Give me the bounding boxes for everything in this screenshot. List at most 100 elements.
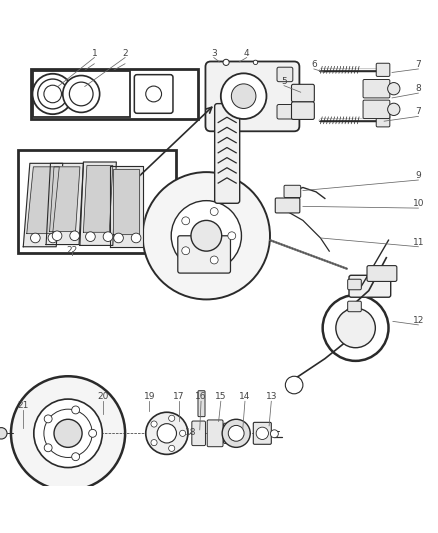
- Circle shape: [0, 427, 7, 439]
- Circle shape: [222, 419, 250, 447]
- Text: 19: 19: [143, 392, 155, 401]
- Text: 13: 13: [265, 392, 276, 401]
- Circle shape: [168, 445, 174, 451]
- Polygon shape: [113, 169, 139, 233]
- Circle shape: [151, 421, 157, 427]
- Circle shape: [387, 83, 399, 95]
- Circle shape: [44, 85, 61, 103]
- Circle shape: [145, 86, 161, 102]
- FancyBboxPatch shape: [205, 61, 299, 131]
- Circle shape: [113, 233, 123, 243]
- FancyBboxPatch shape: [253, 422, 271, 445]
- Circle shape: [171, 200, 241, 271]
- Circle shape: [181, 247, 189, 255]
- Text: 14: 14: [239, 392, 250, 401]
- Text: 15: 15: [215, 392, 226, 401]
- FancyBboxPatch shape: [276, 67, 292, 82]
- Polygon shape: [27, 167, 59, 233]
- Text: 9: 9: [414, 171, 420, 180]
- Circle shape: [31, 233, 40, 243]
- Text: 21: 21: [17, 401, 28, 410]
- Circle shape: [71, 406, 79, 414]
- Circle shape: [191, 221, 221, 251]
- FancyBboxPatch shape: [375, 114, 389, 127]
- Circle shape: [34, 399, 102, 467]
- Circle shape: [103, 232, 113, 241]
- Circle shape: [387, 103, 399, 116]
- Polygon shape: [23, 163, 63, 247]
- Text: 1: 1: [91, 49, 97, 58]
- FancyBboxPatch shape: [198, 391, 205, 417]
- FancyBboxPatch shape: [291, 84, 314, 102]
- Text: 16: 16: [195, 392, 206, 401]
- Text: 20: 20: [97, 392, 109, 401]
- FancyBboxPatch shape: [134, 75, 173, 114]
- Bar: [18, 150, 175, 253]
- Circle shape: [210, 256, 218, 264]
- Circle shape: [11, 376, 125, 490]
- Text: 4: 4: [244, 49, 249, 58]
- Circle shape: [48, 233, 58, 243]
- Circle shape: [151, 440, 157, 446]
- Text: 2: 2: [122, 49, 127, 58]
- Circle shape: [168, 415, 174, 422]
- Circle shape: [38, 79, 67, 109]
- Circle shape: [52, 231, 62, 240]
- Text: 17: 17: [173, 392, 184, 401]
- FancyBboxPatch shape: [291, 102, 314, 119]
- FancyBboxPatch shape: [362, 79, 389, 98]
- Text: 10: 10: [412, 199, 423, 208]
- FancyBboxPatch shape: [366, 265, 396, 281]
- Circle shape: [32, 74, 73, 114]
- Polygon shape: [83, 166, 113, 232]
- Circle shape: [70, 231, 79, 240]
- Polygon shape: [80, 162, 116, 245]
- FancyBboxPatch shape: [177, 236, 230, 273]
- Circle shape: [335, 308, 374, 348]
- Text: 5: 5: [280, 77, 286, 86]
- Circle shape: [157, 424, 176, 443]
- Bar: [31, 69, 197, 119]
- Circle shape: [88, 430, 96, 437]
- Circle shape: [63, 76, 99, 112]
- FancyBboxPatch shape: [223, 423, 233, 443]
- Circle shape: [220, 74, 266, 119]
- Circle shape: [181, 217, 189, 225]
- Polygon shape: [110, 166, 142, 247]
- Circle shape: [228, 425, 244, 441]
- Text: 12: 12: [412, 316, 423, 325]
- FancyBboxPatch shape: [375, 63, 389, 76]
- FancyBboxPatch shape: [362, 100, 389, 118]
- Circle shape: [270, 430, 278, 438]
- Text: 3: 3: [210, 49, 216, 58]
- Text: 7: 7: [414, 107, 420, 116]
- Circle shape: [54, 419, 82, 447]
- Circle shape: [71, 453, 79, 461]
- Bar: [33, 71, 129, 117]
- Text: 22: 22: [67, 246, 78, 255]
- Circle shape: [69, 82, 93, 106]
- FancyBboxPatch shape: [276, 104, 292, 119]
- Circle shape: [322, 295, 388, 361]
- Circle shape: [44, 444, 52, 452]
- Circle shape: [85, 232, 95, 241]
- FancyBboxPatch shape: [191, 421, 205, 446]
- Circle shape: [131, 233, 141, 243]
- Circle shape: [253, 60, 257, 64]
- Text: 18: 18: [185, 428, 196, 437]
- FancyBboxPatch shape: [347, 301, 360, 312]
- Circle shape: [179, 430, 185, 437]
- FancyBboxPatch shape: [214, 103, 239, 203]
- Circle shape: [231, 84, 255, 108]
- Text: 7: 7: [414, 60, 420, 69]
- Circle shape: [255, 427, 268, 440]
- Circle shape: [285, 376, 302, 394]
- Circle shape: [227, 232, 235, 240]
- FancyBboxPatch shape: [283, 185, 300, 198]
- FancyBboxPatch shape: [347, 279, 360, 290]
- Polygon shape: [46, 163, 83, 245]
- Circle shape: [210, 207, 218, 215]
- Polygon shape: [49, 167, 80, 231]
- Circle shape: [223, 59, 229, 66]
- Circle shape: [145, 412, 187, 455]
